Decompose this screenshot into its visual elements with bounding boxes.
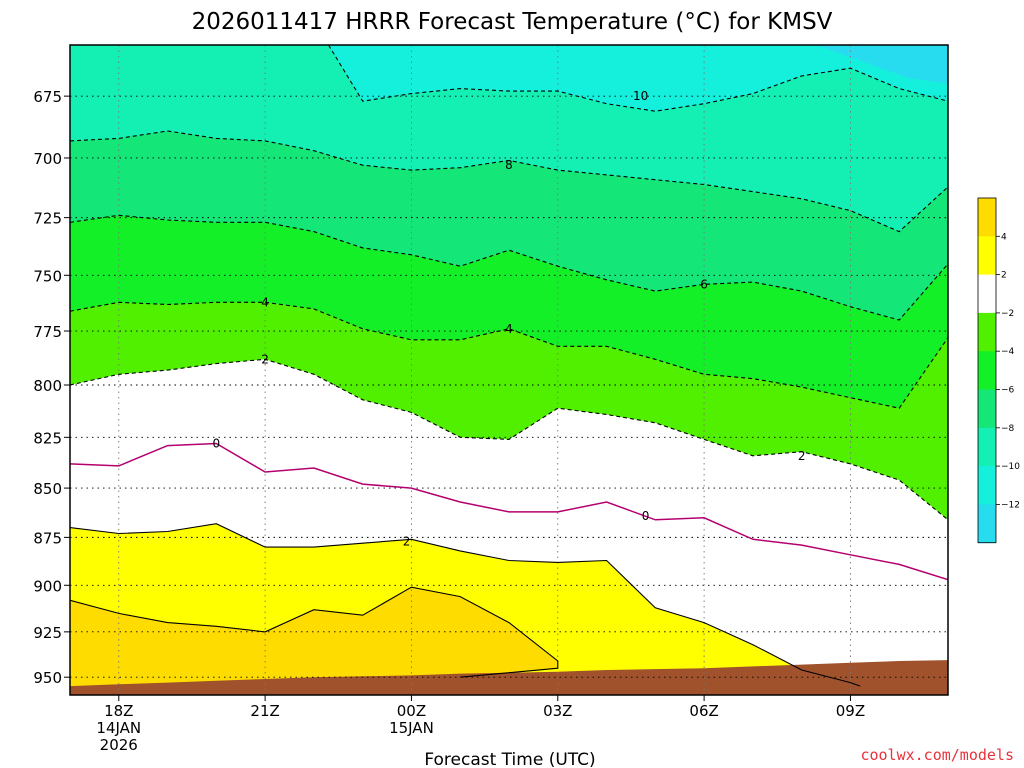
isotherm-line [328, 45, 948, 112]
x-tick-label: 18Z [104, 702, 133, 720]
colorbar-tick-label: −10 [1001, 462, 1020, 472]
y-tick-label: 775 [33, 323, 62, 341]
colorbar-tick-label: −12 [1001, 500, 1020, 510]
x-tick-label: 14JAN [96, 719, 141, 737]
temperature-fill-bands [70, 45, 948, 695]
grid-lines [70, 45, 948, 695]
contour-label: 4 [261, 295, 269, 309]
x-tick-label: 09Z [836, 702, 865, 720]
isotherm-line [70, 358, 948, 521]
y-tick-label: 825 [33, 429, 62, 447]
y-axis: 675 700 725 750 775 800 825 850 875 900 925 950 [33, 88, 70, 687]
colorbar-tick-label: −6 [1001, 386, 1015, 396]
colorbar-m10-to-m8 [978, 427, 996, 467]
isotherm-lines [70, 45, 948, 687]
terrain-fill [70, 660, 948, 695]
colorbar-tick-label: 2 [1001, 271, 1007, 281]
colorbar-m12-to-m10 [978, 466, 996, 505]
contour-label: 4 [505, 322, 513, 336]
contour-label: 2 [403, 534, 411, 548]
x-tick-label: 03Z [543, 702, 572, 720]
terrain-layer [70, 660, 948, 695]
colorbar-frame [977, 197, 997, 544]
contour-label: 2 [798, 449, 806, 463]
x-tick-label: 00Z [397, 702, 426, 720]
x-axis-label: Forecast Time (UTC) [424, 750, 595, 768]
colorbar-tick-label: −8 [1001, 424, 1015, 434]
y-tick-label: 725 [33, 210, 62, 228]
y-tick-label: 800 [33, 377, 62, 395]
y-tick-label: 925 [33, 624, 62, 642]
x-tick-label: 2026 [100, 736, 138, 754]
y-tick-label: 875 [33, 529, 62, 547]
colorbar-lt-m12 [978, 504, 996, 544]
y-tick-label: 950 [33, 669, 62, 687]
y-tick-label: 675 [33, 88, 62, 106]
x-tick-label: 15JAN [389, 719, 434, 737]
contour-label: 8 [505, 158, 513, 172]
contour-label: 2 [261, 352, 269, 366]
colorbar-tick-label: −4 [1001, 347, 1015, 357]
credit-text: coolwx.com/models [860, 746, 1014, 764]
isotherm-line [70, 442, 948, 581]
colorbar-gt-4 [978, 198, 996, 237]
isotherm-line [70, 586, 559, 678]
y-tick-label: 850 [33, 480, 62, 498]
isotherm-line [70, 214, 948, 321]
colorbar-m2-to-2 [978, 274, 996, 314]
y-tick-label: 750 [33, 267, 62, 285]
isotherm-labels: 0 0 2 10 8 6 4 4 2 2 [213, 89, 806, 548]
isotherm-line [70, 301, 948, 409]
contour-label: 10 [633, 89, 648, 103]
band-lt-m12 [816, 45, 948, 84]
colorbar-m4-to-m2 [978, 312, 996, 352]
plot-frame [69, 44, 949, 696]
x-tick-label: 06Z [689, 702, 718, 720]
y-tick-label: 700 [33, 150, 62, 168]
contour-label: 0 [213, 436, 221, 450]
colorbar-tick-label: −2 [1001, 309, 1014, 319]
contour-label: 0 [642, 509, 650, 523]
colorbar-tick-label: 4 [1001, 232, 1007, 242]
y-tick-label: 900 [33, 577, 62, 595]
colorbar-2-to-4 [978, 236, 996, 276]
colorbar: 4 2 −2 −4 −6 −8 −10 −12 [977, 197, 1020, 544]
band-gt-4 [70, 587, 558, 695]
colorbar-m6-to-m4 [978, 351, 996, 390]
chart-title: 2026011417 HRRR Forecast Temperature (°C… [192, 9, 833, 35]
isotherm-line [70, 130, 948, 233]
x-tick-label: 21Z [250, 702, 279, 720]
colorbar-m8-to-m6 [978, 389, 996, 429]
isotherm-line [70, 523, 861, 687]
contour-label: 6 [700, 277, 708, 291]
